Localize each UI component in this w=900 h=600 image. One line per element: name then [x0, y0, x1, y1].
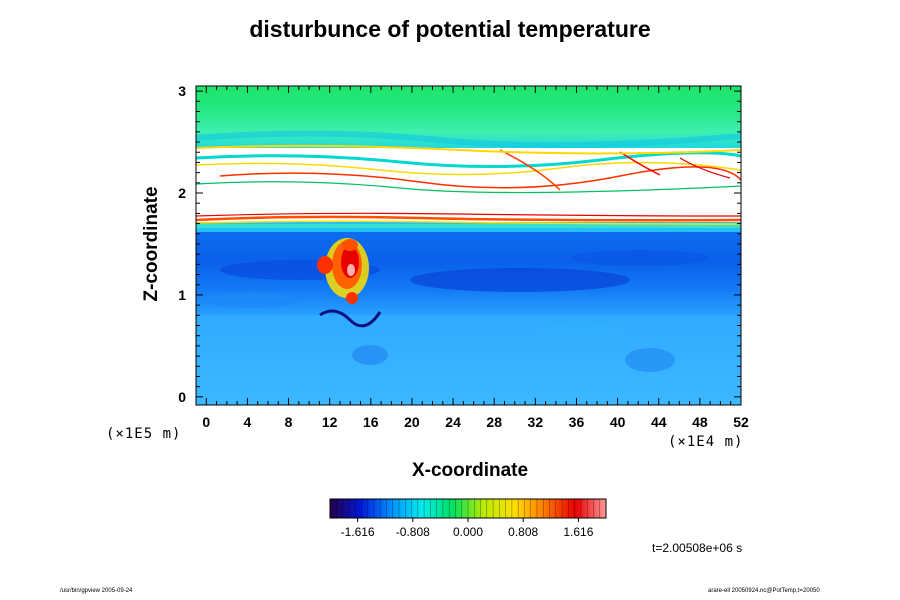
warm-edge-line: [196, 212, 741, 217]
streak: [219, 166, 741, 189]
warm-edge-line: [196, 220, 741, 225]
x-tick-label: 12: [322, 414, 338, 430]
y-tick-label: 2: [178, 185, 186, 201]
warm-edge-line: [196, 215, 741, 222]
footer-left: /usr/bin/gpview 2005-09-24: [60, 588, 133, 594]
streak: [679, 157, 731, 179]
colorbar-tick-label: 0.808: [508, 525, 538, 539]
time-label: t=2.00508e+06 s: [652, 541, 743, 555]
colorbar-tick-label: 0.000: [453, 525, 483, 539]
dark-blue-patch: [410, 268, 630, 292]
warm-plume: [317, 238, 382, 328]
footer-right: arare-ell 20050924.nc@PotTemp,t=20050: [708, 588, 820, 594]
x-tick-label: 28: [486, 414, 502, 430]
x-axis-label: X-coordinate: [411, 460, 529, 481]
colorbar-tick-label: -0.808: [396, 525, 430, 539]
x-scale-note: (×1E4 m): [668, 434, 744, 450]
blue-eddy: [352, 345, 388, 365]
x-tick-label: 8: [285, 414, 293, 430]
colorbar-ticks: -1.616 -0.808 0.000 0.808 1.616: [336, 499, 600, 539]
colorbar-tick-label: -1.616: [341, 525, 375, 539]
green-transition: [196, 224, 741, 228]
x-tick-label: 24: [445, 414, 461, 430]
plot-frame: [195, 85, 742, 406]
chart-title: disturbunce of potential temperature: [249, 16, 651, 42]
streak: [196, 161, 741, 176]
blue-eddy: [625, 348, 675, 372]
x-tick-label: 20: [404, 414, 420, 430]
z-scale-note: (×1E5 m): [106, 426, 182, 442]
y-tick-label: 3: [178, 83, 186, 99]
x-tick-label: 32: [528, 414, 544, 430]
x-axis: 0 4 8 12 16 20 24 28 32 36 40 44 48 52: [202, 86, 749, 430]
light-blue-patch: [200, 292, 300, 308]
y-axis: 0 1 2 3: [178, 83, 741, 405]
cyan-band: [196, 130, 741, 149]
light-blue-patch: [540, 322, 620, 338]
colorbar: -1.616 -0.808 0.000 0.808 1.616: [329, 498, 607, 539]
x-tick-label: 44: [651, 414, 667, 430]
y-axis-label: Z-coordinate: [141, 186, 162, 302]
dark-blue-patch: [570, 250, 710, 266]
streak: [196, 181, 741, 194]
colorbar-tick-label: 1.616: [563, 525, 593, 539]
white-band-lower: [196, 190, 741, 220]
heatmap-field: [196, 86, 741, 405]
x-tick-label: 4: [244, 414, 252, 430]
x-tick-label: 0: [202, 414, 210, 430]
region-top-green: [196, 86, 741, 148]
y-tick-label: 0: [178, 389, 186, 405]
x-tick-label: 52: [733, 414, 749, 430]
streak: [499, 149, 561, 191]
yellow-edge: [196, 144, 741, 155]
x-tick-label: 16: [363, 414, 379, 430]
x-tick-label: 36: [569, 414, 585, 430]
x-tick-label: 48: [692, 414, 708, 430]
x-tick-label: 40: [610, 414, 626, 430]
y-tick-label: 1: [178, 287, 186, 303]
